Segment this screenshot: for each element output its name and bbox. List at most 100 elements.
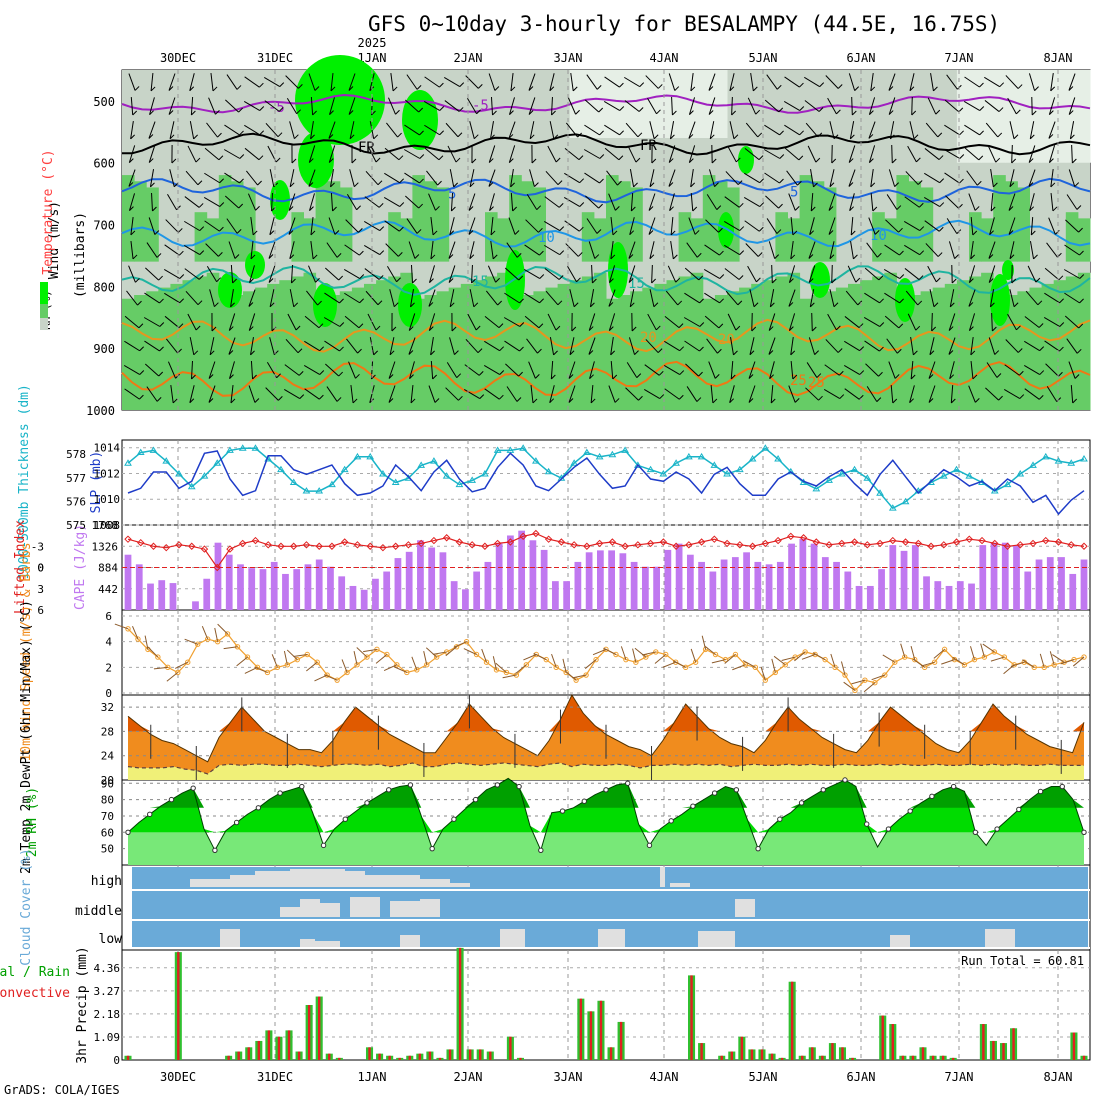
- cape-bar: [450, 581, 458, 610]
- rh2m-point: [950, 783, 957, 790]
- wind-barb: [328, 121, 336, 139]
- wind-barb-flag: [910, 374, 916, 380]
- thickness-point: [149, 446, 158, 453]
- wind-barb-flag: [917, 300, 923, 306]
- wind-barb: [731, 96, 733, 116]
- wind-barb-flag: [588, 350, 594, 355]
- li-point: [838, 539, 846, 548]
- wind-barb-flag: [258, 155, 264, 161]
- wind-barb-flag: [130, 230, 136, 236]
- precip-bar-convective: [730, 1051, 733, 1060]
- wind-barb: [124, 388, 140, 400]
- wind-barb-flag: [658, 370, 664, 376]
- wind-barb: [888, 361, 896, 379]
- rh-band-low: [158, 287, 171, 410]
- wind-barb-flag: [191, 110, 196, 116]
- wind-barb: [290, 264, 294, 284]
- wind-barb: [249, 265, 255, 283]
- wind-barb-flag: [877, 252, 882, 258]
- wind-barb: [688, 121, 696, 139]
- wind-barb: [888, 97, 896, 115]
- cape-bar: [776, 561, 784, 610]
- rh2m-point: [451, 816, 457, 822]
- wind-barb-flag: [998, 395, 1003, 401]
- wind-barb-flag: [988, 278, 994, 283]
- wind-barb: [130, 241, 134, 259]
- wind-barb-flag: [334, 230, 340, 235]
- wind-barb-flag: [776, 84, 782, 90]
- wind-barb-flag: [970, 254, 976, 260]
- wind-barb-flag: [377, 180, 383, 186]
- wind-barb: [148, 121, 156, 139]
- wind-barb: [448, 241, 456, 259]
- li-point: [455, 538, 464, 546]
- wind-barb-flag: [596, 84, 602, 90]
- wind-barb: [524, 244, 540, 256]
- wind10m-barb: [283, 650, 288, 665]
- cloud-mid-block: [350, 897, 380, 917]
- wind-barb: [268, 265, 276, 283]
- wind-barb: [570, 73, 574, 91]
- thickness-point: [328, 480, 336, 488]
- wind-barb: [948, 313, 956, 331]
- wind-barb-flag: [653, 134, 659, 140]
- precip-bar-convective: [307, 1005, 311, 1060]
- wind-barb-flag: [296, 109, 302, 115]
- wind-barb-flag: [214, 302, 219, 308]
- wind10m-barb: [654, 654, 667, 664]
- wind-barb-flag: [148, 158, 154, 163]
- rh2m-point: [581, 798, 587, 804]
- precip-bar-convective: [740, 1036, 744, 1060]
- wind-barb-flag: [473, 134, 479, 140]
- precip-bar-convective: [277, 1036, 281, 1060]
- wind-barb-flag: [790, 254, 796, 260]
- wind10m-point: [125, 626, 131, 632]
- rh-band-low: [727, 291, 740, 410]
- wind-barb: [148, 217, 156, 235]
- wind10m-barb: [341, 659, 348, 673]
- wind10m-barb: [990, 656, 1005, 662]
- wind-barb: [1048, 121, 1056, 139]
- wind-barb-flag: [154, 230, 160, 235]
- wind-barb: [544, 196, 560, 208]
- wind-barb-flag: [659, 394, 665, 399]
- wind-barb: [850, 216, 854, 236]
- wind-barb-flag: [656, 109, 661, 115]
- wind-barb-flag: [1030, 230, 1036, 236]
- wind-barb: [1044, 267, 1060, 281]
- wind10m-point: [135, 636, 141, 642]
- wind-barb-flag: [458, 395, 463, 401]
- cape-bar: [900, 550, 908, 610]
- wind-barb: [788, 265, 796, 283]
- wind10m-point: [792, 654, 798, 660]
- wind-barb-flag: [279, 82, 285, 87]
- wind-barb-flag: [688, 158, 694, 163]
- wind-barb-flag: [857, 300, 863, 306]
- wind10m-point: [902, 654, 908, 660]
- thickness-point: [442, 472, 451, 479]
- rh2m-point: [777, 816, 783, 822]
- wind-barb: [568, 361, 576, 379]
- wind-barb-flag: [219, 226, 224, 232]
- thickness-point: [519, 444, 528, 451]
- wind-barb-flag: [979, 130, 984, 136]
- li-point: [328, 542, 336, 550]
- cape-bar: [709, 571, 717, 610]
- wind-barb-flag: [951, 278, 957, 284]
- wind-barb-flag: [850, 230, 856, 236]
- wind-barb: [449, 217, 455, 235]
- wind-barb-flag: [690, 86, 696, 92]
- wind10m-point: [175, 669, 181, 676]
- rh2m-point: [233, 819, 240, 826]
- wind-barb-flag: [430, 350, 435, 356]
- wind10m-point: [1041, 664, 1047, 671]
- wind-barb: [1050, 73, 1054, 91]
- wind-barb-flag: [199, 250, 205, 255]
- wind-barb: [744, 148, 760, 160]
- wind-barb: [584, 99, 600, 113]
- wind10m-barb: [701, 635, 707, 650]
- wind-barb-flag: [768, 350, 774, 355]
- precip-bar-convective: [700, 1043, 703, 1060]
- wind-barb-flag: [1068, 86, 1074, 91]
- wind-barb: [346, 194, 358, 210]
